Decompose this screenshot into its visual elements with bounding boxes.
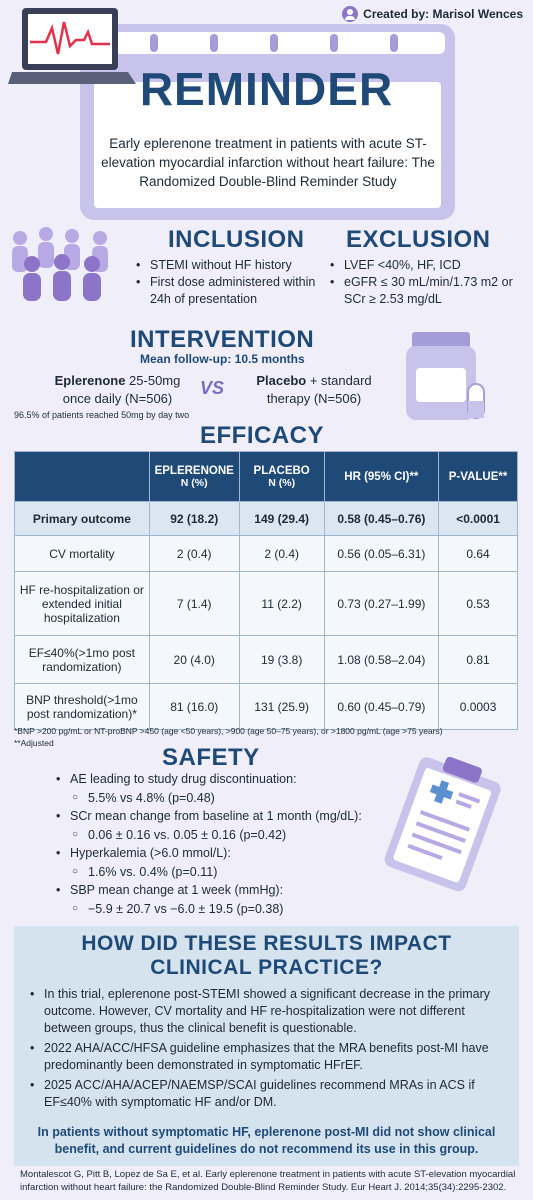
pill-bottle-icon [406, 332, 485, 420]
list-subitem: 1.6% vs. 0.4% (p=0.11) [70, 863, 384, 882]
table-row: HF re-hospitalization or extended initia… [14, 571, 518, 636]
column-header-eplerenone: EPLERENONE N (%) [148, 451, 240, 502]
reference-citation: Montalescot G, Pitt B, Lopez de Sa E, et… [20, 1169, 516, 1193]
list-item: eGFR ≤ 30 mL/min/1.73 m2 or SCr ≥ 2.53 m… [328, 274, 533, 308]
list-item: In this trial, eplerenone post-STEMI sho… [28, 986, 509, 1037]
binder-ring-icon [390, 34, 398, 52]
inclusion-heading: INCLUSION [168, 226, 305, 253]
intervention-heading: INTERVENTION [130, 326, 315, 353]
list-item: STEMI without HF history [134, 257, 339, 274]
eplerenone-dose: 25-50mg [125, 373, 181, 388]
header-card [80, 24, 455, 220]
list-item: LVEF <40%, HF, ICD [328, 257, 533, 274]
author-credit: Created by: Marisol Wences [342, 6, 523, 22]
list-subitem: 5.5% vs 4.8% (p=0.48) [70, 789, 384, 808]
laptop-ecg-icon [8, 8, 136, 84]
exclusion-heading: EXCLUSION [346, 226, 491, 253]
binder-ring-icon [150, 34, 158, 52]
impact-heading: HOW DID THESE RESULTS IMPACT CLINICAL PRA… [81, 932, 452, 979]
page-title: REMINDER [139, 63, 394, 115]
table-row: BNP threshold(>1mo post randomization)* 8… [14, 683, 518, 730]
followup-text: Mean follow-up: 10.5 months [140, 352, 305, 366]
table-row: CV mortality 2 (0.4) 2 (0.4) 0.56 (0.05–6.3… [14, 535, 518, 572]
table-header-row: EPLERENONE N (%) PLACEBO N (%) HR (95% CI)… [14, 451, 518, 502]
efficacy-table: EPLERENONE N (%) PLACEBO N (%) HR (95% CI)… [14, 451, 518, 730]
efficacy-heading: EFFICACY [200, 422, 324, 449]
eplerenone-arm: Eplerenone 25-50mg once daily (N=506) [20, 372, 215, 408]
list-item: 2022 AHA/ACC/HFSA guideline emphasizes t… [28, 1040, 509, 1074]
list-subitem: 0.06 ± 0.16 vs. 0.05 ± 0.16 (p=0.42) [70, 826, 384, 845]
column-header [14, 451, 150, 502]
list-item: 2025 ACC/AHA/ACEP/NAEMSP/SCAI guidelines… [28, 1077, 509, 1111]
eplerenone-name: Eplerenone [54, 373, 126, 388]
versus-label: VS [200, 378, 225, 398]
column-header-placebo: PLACEBO N (%) [238, 451, 325, 502]
user-avatar-icon [342, 6, 359, 22]
table-row: Primary outcome 92 (18.2) 149 (29.4) 0.58 (… [14, 501, 518, 536]
safety-heading: SAFETY [162, 744, 260, 771]
header-inner-panel [94, 82, 441, 208]
efficacy-footnote-adjusted: **Adjusted [14, 738, 54, 748]
author-credit-text: Created by: Marisol Wences [363, 7, 523, 21]
list-item: SCr mean change from baseline at 1 month… [54, 807, 384, 826]
list-item: Hyperkalemia (>6.0 mmol/L): [54, 844, 384, 863]
placebo-description: + standard therapy (N=506) [266, 373, 372, 406]
exclusion-list: LVEF <40%, HF, ICD eGFR ≤ 30 mL/min/1.73… [328, 257, 533, 308]
study-subtitle: Early eplerenone treatment in patients w… [101, 136, 435, 189]
table-row: EF≤40%(>1mo post randomization) 20 (4.0) 1… [14, 635, 518, 684]
header-card-binder-bar [90, 32, 445, 54]
column-header-hr: HR (95% CI)** [323, 451, 440, 502]
binder-ring-icon [330, 34, 338, 52]
impact-panel: HOW DID THESE RESULTS IMPACT CLINICAL PRA… [14, 926, 519, 1166]
placebo-name: Placebo [256, 373, 307, 388]
list-item: First dose administered within 24h of pr… [134, 274, 339, 308]
list-item: SBP mean change at 1 week (mmHg): [54, 881, 384, 900]
eplerenone-note: 96.5% of patients reached 50mg by day tw… [14, 410, 190, 420]
column-header-pvalue: P-VALUE** [438, 451, 518, 502]
list-subitem: −5.9 ± 20.7 vs −6.0 ± 19.5 (p=0.38) [70, 900, 384, 919]
efficacy-footnote-bnp: *BNP >200 pg/mL or NT-proBNP >450 (age <… [14, 726, 443, 736]
binder-ring-icon [270, 34, 278, 52]
list-item: AE leading to study drug discontinuation… [54, 770, 384, 789]
inclusion-list: STEMI without HF history First dose admi… [134, 257, 339, 308]
eplerenone-schedule: once daily (N=506) [62, 391, 173, 406]
binder-ring-icon [210, 34, 218, 52]
impact-list: In this trial, eplerenone post-STEMI sho… [28, 986, 509, 1114]
safety-list: AE leading to study drug discontinuation… [54, 770, 384, 918]
placebo-arm: Placebo + standard therapy (N=506) [244, 372, 384, 408]
impact-conclusion: In patients without symptomatic HF, eple… [37, 1125, 496, 1156]
clipboard-medical-icon [384, 756, 501, 892]
people-crowd-icon [12, 227, 108, 301]
